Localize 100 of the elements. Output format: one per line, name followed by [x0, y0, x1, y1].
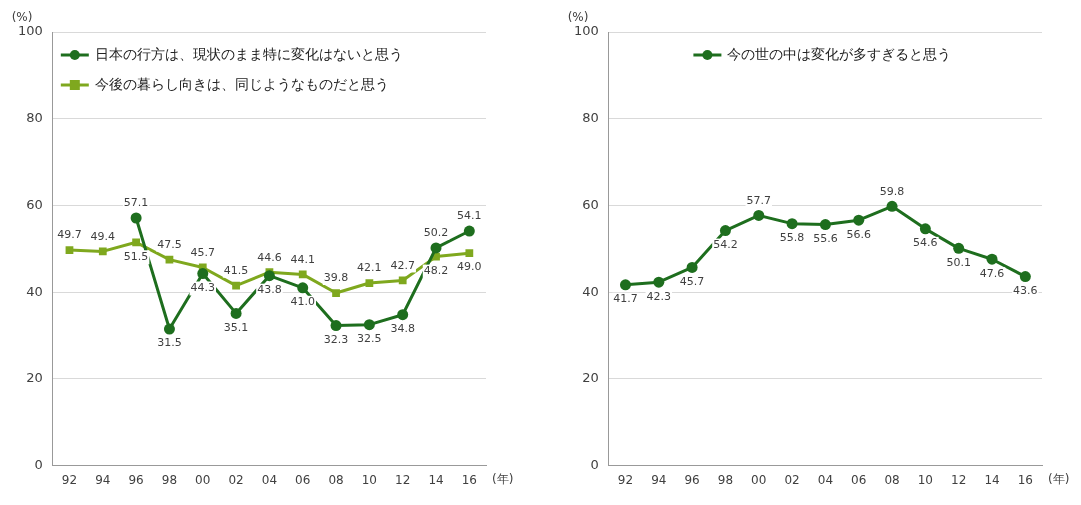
x-tick-label: 14: [428, 472, 444, 487]
x-tick-label: 06: [295, 472, 311, 487]
legend-label: 日本の行方は、現状のまま特に変化はないと思う: [94, 45, 403, 62]
y-tick-label: 60: [26, 196, 43, 212]
y-tick-label: 0: [34, 456, 43, 472]
data-label: 47.5: [157, 238, 182, 251]
data-label: 34.8: [390, 322, 415, 336]
point: [365, 279, 374, 287]
y-axis-title: (%): [567, 10, 589, 25]
data-label: 54.2: [713, 237, 738, 251]
data-label: 44.3: [190, 280, 216, 294]
legend-label: 今後の暮らし向きは、同じようなものだと思う: [94, 75, 389, 92]
data-label: 56.6: [846, 227, 871, 241]
x-axis-title: (年): [1048, 471, 1070, 486]
y-tick-label: 60: [582, 196, 599, 212]
data-label: 45.7: [679, 274, 705, 288]
data-label: 44.6: [257, 250, 282, 264]
x-tick-label: 04: [261, 472, 278, 487]
data-label: 43.6: [1013, 283, 1038, 297]
point: [1019, 271, 1031, 283]
data-label: 51.5: [123, 249, 149, 263]
data-label: 59.8: [879, 184, 905, 198]
point: [297, 282, 309, 294]
x-tick-label: 02: [228, 472, 244, 487]
point: [330, 320, 342, 332]
data-label: 32.5: [357, 332, 382, 346]
point: [953, 242, 965, 254]
x-axis-title: (年): [492, 471, 514, 486]
x-tick-label: 92: [617, 472, 634, 487]
point: [686, 261, 698, 273]
y-tick-label: 100: [17, 23, 43, 39]
data-label: 39.8: [323, 271, 349, 285]
x-tick-label: 08: [328, 472, 344, 487]
data-label: 55.8: [779, 231, 805, 245]
point: [619, 279, 631, 291]
y-tick-label: 40: [26, 283, 43, 299]
data-label: 41.0: [290, 295, 315, 309]
y-tick-label: 20: [26, 370, 43, 386]
y-tick-label: 80: [582, 110, 599, 126]
point: [232, 281, 240, 290]
point: [163, 323, 175, 335]
point: [298, 270, 307, 279]
y-tick-label: 100: [573, 23, 599, 39]
point: [463, 225, 475, 237]
x-tick-label: 92: [61, 472, 78, 487]
point: [853, 214, 865, 226]
data-label: 55.6: [813, 231, 838, 245]
data-label: 42.7: [390, 258, 415, 272]
data-label: 44.1: [290, 252, 315, 266]
y-tick-label: 80: [26, 110, 43, 126]
y-axis-title: (%): [11, 10, 33, 25]
x-tick-label: 96: [684, 472, 700, 487]
x-tick-label: 12: [951, 472, 967, 487]
data-label: 47.6: [979, 266, 1005, 280]
x-tick-label: 00: [195, 472, 211, 487]
y-tick-label: 40: [582, 283, 599, 299]
x-tick-label: 94: [95, 472, 111, 487]
point: [130, 212, 142, 224]
point: [332, 289, 340, 297]
data-label: 57.1: [123, 196, 149, 210]
point: [819, 219, 831, 231]
data-label: 49.4: [90, 229, 116, 243]
x-tick-label: 04: [817, 472, 834, 487]
x-tick-label: 98: [717, 472, 734, 487]
x-tick-label: 00: [751, 472, 767, 487]
data-label: 50.2: [423, 226, 449, 240]
point: [986, 253, 998, 265]
point: [165, 255, 174, 264]
data-label: 49.7: [57, 228, 82, 242]
data-label: 49.0: [457, 260, 482, 274]
data-label: 32.3: [323, 332, 349, 346]
x-tick-label: 08: [884, 472, 900, 487]
y-tick-label: 20: [582, 370, 599, 386]
data-label: 54.6: [913, 236, 938, 250]
data-label: 31.5: [157, 336, 182, 350]
data-label: 50.1: [946, 255, 971, 269]
legend-label: 今の世の中は変化が多すぎると思う: [727, 45, 952, 62]
x-tick-label: 12: [395, 472, 411, 487]
point: [263, 270, 275, 282]
point: [398, 276, 407, 285]
data-label: 41.7: [613, 292, 638, 306]
data-label: 42.3: [646, 289, 672, 303]
x-tick-label: 14: [984, 472, 1000, 487]
data-label: 42.1: [357, 261, 382, 275]
x-tick-label: 98: [161, 472, 178, 487]
point: [65, 246, 74, 254]
point: [363, 319, 375, 331]
data-label: 41.5: [223, 264, 249, 278]
x-tick-label: 10: [917, 472, 934, 487]
point: [719, 225, 731, 237]
x-tick-label: 94: [651, 472, 667, 487]
x-tick-label: 10: [361, 472, 378, 487]
point: [465, 249, 474, 258]
x-tick-label: 02: [784, 472, 800, 487]
point: [886, 200, 898, 212]
point: [397, 309, 409, 321]
point: [230, 307, 242, 319]
point: [653, 276, 665, 288]
data-label: 48.2: [423, 263, 449, 277]
data-label: 43.8: [257, 283, 282, 297]
